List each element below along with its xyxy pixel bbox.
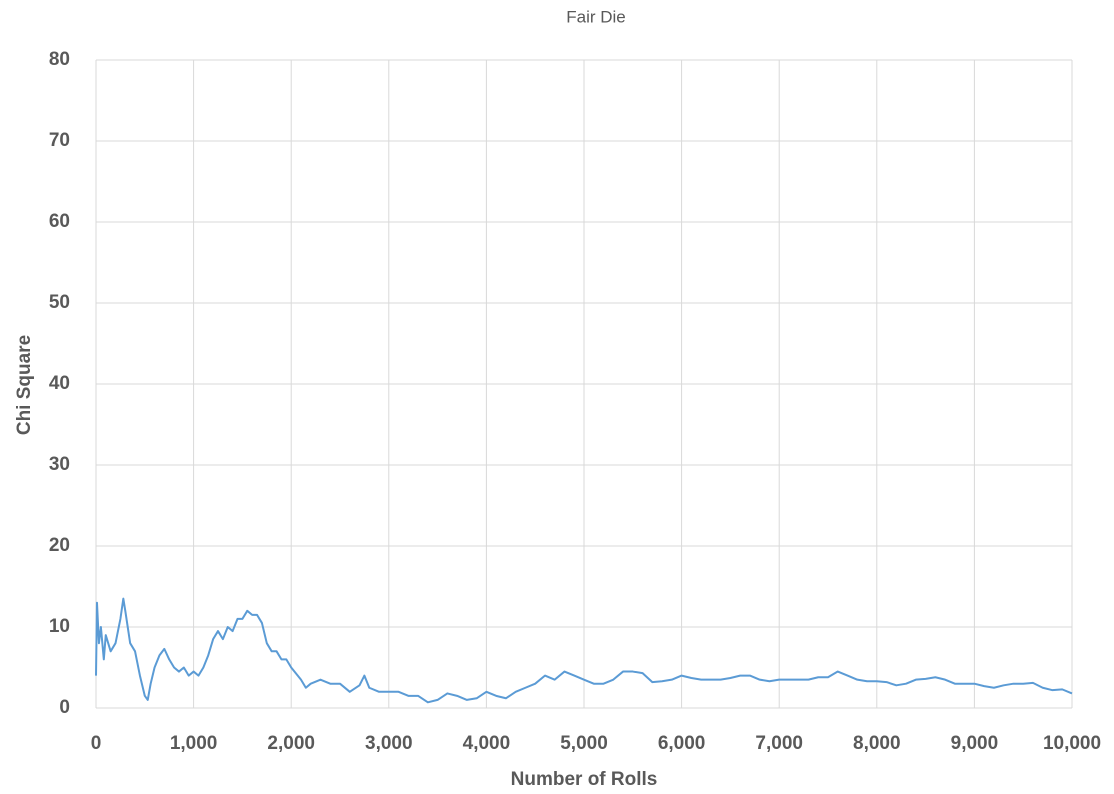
y-tick-label: 60: [49, 211, 70, 232]
x-tick-label: 4,000: [463, 733, 511, 754]
x-tick-label: 3,000: [365, 733, 413, 754]
x-tick-label: 9,000: [951, 733, 999, 754]
y-axis-title: Chi Square: [14, 335, 35, 435]
x-tick-label: 6,000: [658, 733, 706, 754]
y-tick-label: 80: [49, 49, 70, 70]
x-tick-label: 7,000: [755, 733, 803, 754]
data-line: [95, 597, 1073, 704]
chart-title: Fair Die: [566, 7, 626, 26]
x-tick-label: 10,000: [1043, 733, 1101, 754]
x-tick-label: 0: [91, 733, 102, 754]
y-tick-label: 0: [59, 697, 70, 718]
y-tick-label: 10: [49, 616, 70, 637]
y-tick-label: 30: [49, 454, 70, 475]
x-tick-label: 5,000: [560, 733, 608, 754]
x-tick-label: 2,000: [267, 733, 315, 754]
y-tick-label: 70: [49, 130, 70, 151]
y-tick-label: 50: [49, 292, 70, 313]
y-tick-label: 20: [49, 535, 70, 556]
y-tick-label: 40: [49, 373, 70, 394]
x-tick-label: 8,000: [853, 733, 901, 754]
x-axis-title: Number of Rolls: [511, 769, 658, 790]
x-tick-label: 1,000: [170, 733, 218, 754]
